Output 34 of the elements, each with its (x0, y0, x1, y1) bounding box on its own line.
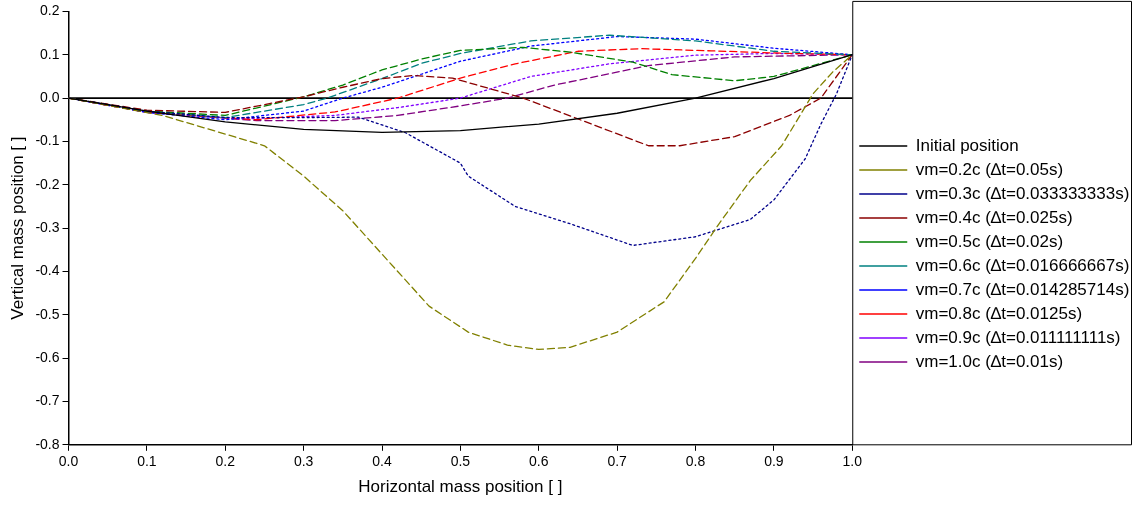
x-tick-label: 0.0 (58, 453, 79, 470)
x-tick-label: 1.0 (842, 453, 863, 470)
legend-label: vm=0.9c (∆t=0.011111111s) (915, 327, 1121, 347)
x-tick-label: 0.9 (764, 453, 784, 470)
x-tick-label: 0.8 (685, 453, 706, 470)
y-tick-label: -0.5 (35, 305, 60, 322)
y-tick-label: -0.2 (35, 175, 60, 192)
x-tick-label: 0.5 (450, 453, 471, 470)
x-tick-label: 0.1 (137, 453, 157, 470)
y-axis-title: Vertical mass position [ ] (7, 136, 27, 320)
y-tick-label: -0.8 (35, 435, 60, 452)
y-tick-label: 0.0 (40, 88, 60, 105)
y-tick-label: 0.1 (40, 45, 60, 62)
legend-label: vm=0.3c (∆t=0.033333333s) (915, 183, 1130, 203)
x-tick-label: 0.6 (529, 453, 549, 470)
y-tick-label: -0.3 (35, 218, 60, 235)
y-tick-label: -0.4 (35, 262, 60, 279)
legend-label: vm=0.5c (∆t=0.02s) (915, 231, 1064, 251)
x-axis-title: Horizontal mass position [ ] (358, 477, 563, 497)
legend-label: vm=0.8c (∆t=0.0125s) (915, 303, 1083, 323)
legend-label: vm=0.6c (∆t=0.016666667s) (915, 255, 1130, 275)
x-tick-label: 0.2 (215, 453, 236, 470)
legend-label: Initial position (915, 135, 1019, 155)
legend-label: vm=0.2c (∆t=0.05s) (915, 159, 1064, 179)
y-tick-label: -0.1 (35, 132, 60, 149)
x-tick-label: 0.3 (293, 453, 314, 470)
legend-label: vm=0.7c (∆t=0.014285714s) (915, 279, 1130, 299)
legend-label: vm=0.4c (∆t=0.025s) (915, 207, 1073, 227)
x-tick-label: 0.7 (607, 453, 628, 470)
legend-label: vm=1.0c (∆t=0.01s) (915, 351, 1064, 371)
y-tick-label: 0.2 (40, 2, 60, 19)
x-tick-label: 0.4 (372, 453, 392, 470)
y-tick-label: -0.6 (35, 348, 60, 365)
y-tick-label: -0.7 (35, 392, 60, 409)
